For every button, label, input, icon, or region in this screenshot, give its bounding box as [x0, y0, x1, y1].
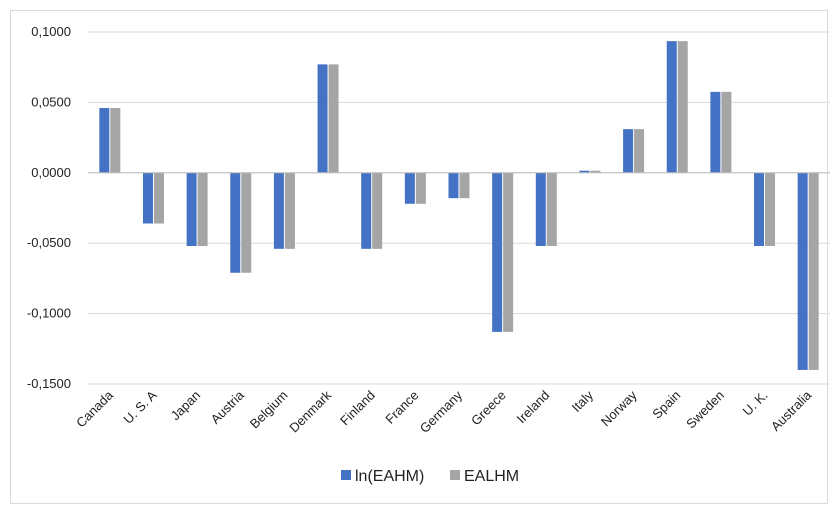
x-category-label: Greece [468, 388, 509, 429]
bar-series1-france [404, 172, 415, 204]
x-category-label: Sweden [683, 388, 727, 432]
x-category-label: France [382, 388, 421, 427]
bar-series1-uk [754, 172, 765, 247]
bar-series1-spain [666, 41, 677, 173]
legend-swatch [341, 470, 351, 480]
bar-series1-australia [797, 172, 808, 370]
x-category-label: U. S. A [120, 387, 159, 426]
bar-series2-spain [677, 41, 688, 173]
y-tick-label: 0,0000 [31, 165, 71, 180]
bar-series2-sweden [721, 91, 732, 173]
chart-frame [10, 10, 828, 504]
bar-series1-norway [623, 129, 634, 173]
bar-series1-canada [99, 108, 110, 173]
x-category-label: Japan [168, 388, 204, 424]
bar-series1-belgium [273, 172, 284, 249]
bar-series2-belgium [284, 172, 295, 249]
bar-series2-uk [765, 172, 776, 247]
bar-series2-norway [634, 129, 645, 173]
bar-series2-canada [110, 108, 121, 173]
y-tick-label: 0,0500 [31, 94, 71, 109]
bar-series2-austria [241, 172, 252, 273]
bar-series1-usa [142, 172, 153, 224]
y-tick-label: -0,1000 [27, 306, 71, 321]
y-tick-label: 0,1000 [31, 24, 71, 39]
bar-series1-greece [492, 172, 503, 332]
legend-label: EALHM [464, 468, 519, 485]
bar-series2-australia [808, 172, 819, 370]
x-category-label: Germany [417, 387, 466, 436]
x-category-label: Spain [649, 388, 683, 422]
bar-series2-finland [372, 172, 383, 249]
x-category-label: Denmark [286, 387, 334, 435]
bar-series2-italy [590, 170, 601, 173]
x-category-label: Canada [73, 387, 116, 430]
x-category-label: Ireland [514, 388, 553, 427]
bar-series1-ireland [535, 172, 546, 247]
bars [99, 41, 819, 370]
x-category-label: Austria [208, 387, 248, 427]
bar-series1-japan [186, 172, 197, 247]
x-category-label: Italy [569, 387, 597, 415]
bar-series1-denmark [317, 64, 328, 173]
bar-series1-italy [579, 170, 590, 173]
bar-series1-sweden [710, 91, 721, 173]
bar-series2-ireland [546, 172, 557, 247]
x-category-label: Finland [337, 388, 378, 429]
y-tick-label: -0,0500 [27, 235, 71, 250]
x-category-label: Australia [768, 387, 815, 434]
legend-swatch [450, 470, 460, 480]
bar-series2-greece [503, 172, 514, 332]
x-category-label: Belgium [247, 388, 291, 432]
bar-series2-japan [197, 172, 208, 247]
bar-series2-germany [459, 172, 470, 199]
bar-series2-usa [153, 172, 164, 224]
bar-series2-france [415, 172, 426, 204]
bar-series2-denmark [328, 64, 339, 173]
legend: ln(EAHM) EALHM [341, 468, 519, 485]
y-axis-ticks: 0,1000 0,0500 0,0000 -0,0500 -0,1000 -0,1500 [27, 24, 71, 391]
x-category-label: U. K. [740, 388, 771, 419]
legend-label: ln(EAHM) [355, 468, 424, 485]
bar-series1-finland [361, 172, 372, 249]
y-tick-label: -0,1500 [27, 376, 71, 391]
bar-series1-austria [230, 172, 241, 273]
x-category-label: Norway [598, 387, 640, 429]
bar-series1-germany [448, 172, 459, 199]
